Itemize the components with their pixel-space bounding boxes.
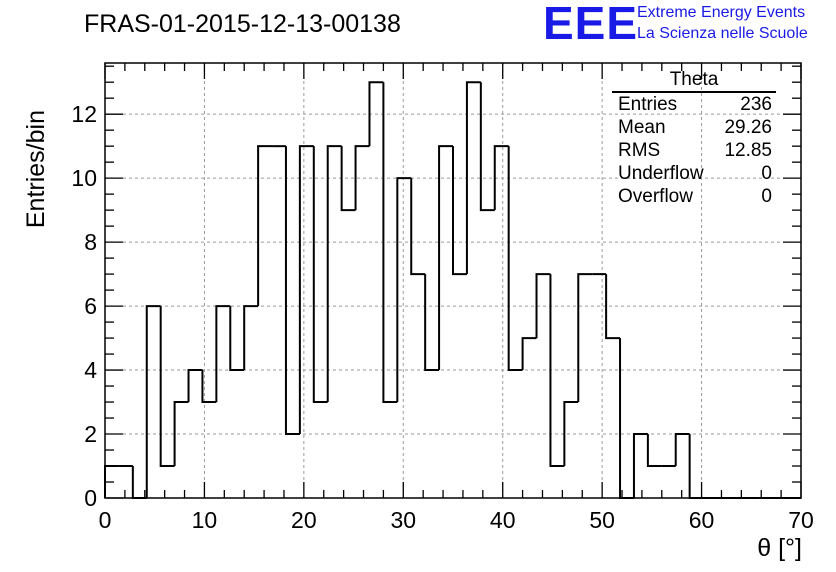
stats-value: 0 <box>761 163 772 184</box>
x-tick-label: 20 <box>291 507 317 533</box>
histogram-bin <box>396 177 412 403</box>
histogram-bin <box>229 306 245 372</box>
y-tick-label: 0 <box>84 485 97 511</box>
histogram-bin <box>507 146 523 372</box>
histogram-bin <box>577 273 593 403</box>
stats-label: Entries <box>618 94 678 115</box>
histogram-bin <box>549 274 565 468</box>
stats-row-mean: Mean 29.26 <box>612 116 776 139</box>
histogram-bin <box>632 433 648 498</box>
histogram-bin <box>479 82 495 212</box>
y-tick-label: 4 <box>84 357 97 383</box>
histogram-bin <box>674 433 690 467</box>
stats-label: Underflow <box>618 163 704 184</box>
stats-value: 0 <box>761 186 772 207</box>
stats-row-rms: RMS 12.85 <box>612 139 776 162</box>
logo-tagline-1: Extreme Energy Events <box>637 4 806 21</box>
y-axis-label: Entries/bin <box>22 110 50 229</box>
stats-row-underflow: Underflow 0 <box>612 162 776 185</box>
tick-labels: 0 10 20 30 40 50 60 70 0 2 4 6 8 10 12 <box>71 101 813 533</box>
histogram-bin <box>298 145 314 435</box>
y-tick-label: 2 <box>84 421 97 447</box>
stats-row-overflow: Overflow 0 <box>612 185 776 208</box>
stats-box: Theta Entries 236 Mean 29.26 RMS 12.85 U… <box>612 70 776 208</box>
histogram-bin <box>159 306 175 468</box>
x-axis-label: θ [°] <box>757 534 802 562</box>
stats-value: 236 <box>740 94 772 115</box>
histogram-bin <box>187 369 203 403</box>
logo-tagline-2: La Scienza nelle Scuole <box>637 25 808 42</box>
histogram-bin <box>619 338 634 499</box>
stats-row-entries: Entries 236 <box>612 93 776 116</box>
y-tick-label: 10 <box>71 165 97 191</box>
histogram-bin <box>215 305 231 403</box>
eee-logo: EEE <box>543 0 639 49</box>
histogram-bin <box>354 145 370 211</box>
x-tick-label: 60 <box>689 507 715 533</box>
x-tick-label: 30 <box>390 507 416 533</box>
histogram-bin <box>201 370 217 404</box>
histogram-bin <box>410 178 426 276</box>
histogram-bin <box>340 146 356 212</box>
histogram-bin <box>465 81 481 275</box>
x-tick-label: 50 <box>589 507 615 533</box>
histogram-bin <box>312 146 328 404</box>
histogram-bin <box>284 146 300 436</box>
histogram-bin <box>521 337 537 371</box>
histogram-bin <box>368 81 384 147</box>
histogram-bin <box>452 146 467 276</box>
histogram-bin <box>243 305 259 371</box>
stats-label: RMS <box>618 140 661 161</box>
stats-label: Mean <box>618 117 666 138</box>
axis-ticks <box>104 63 802 499</box>
histogram-bin <box>145 305 161 498</box>
histogram-bin <box>424 274 440 372</box>
stats-title: Theta <box>612 70 776 93</box>
stats-value: 12.85 <box>724 140 772 161</box>
histogram-bin <box>535 273 551 339</box>
y-tick-label: 8 <box>84 229 97 255</box>
histogram-bin <box>257 145 273 307</box>
x-tick-label: 40 <box>490 507 516 533</box>
histogram-bin <box>493 145 509 211</box>
histogram-bin <box>382 82 398 404</box>
stats-value: 29.26 <box>724 117 772 138</box>
stats-label: Overflow <box>618 186 693 207</box>
histogram-bin <box>563 401 579 467</box>
histogram-bin <box>326 145 342 403</box>
plot-frame <box>104 62 802 499</box>
histogram-bin <box>438 145 453 371</box>
histogram-bin <box>173 401 189 467</box>
chart-title: FRAS-01-2015-12-13-00138 <box>84 10 401 38</box>
y-tick-label: 12 <box>71 101 97 127</box>
x-tick-label: 70 <box>788 507 814 533</box>
y-tick-label: 6 <box>84 293 97 319</box>
x-tick-label: 0 <box>99 507 112 533</box>
histogram-bin <box>605 274 621 340</box>
x-tick-label: 10 <box>192 507 218 533</box>
histogram-bin <box>646 434 662 468</box>
